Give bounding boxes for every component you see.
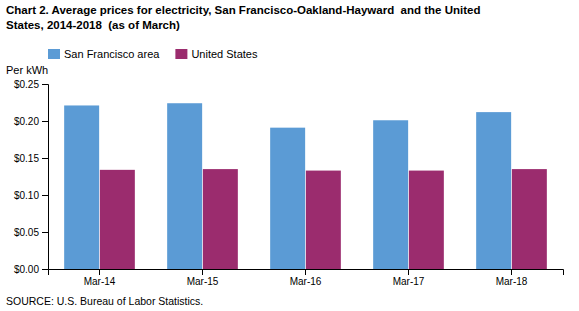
- legend-item: San Francisco area: [48, 48, 160, 60]
- bar-series: [100, 169, 547, 269]
- x-axis: Mar-14 Mar-15 Mar-16 Mar-17 Mar-18: [49, 269, 564, 287]
- tick-mark: [42, 121, 48, 122]
- axis-label: Per kWh: [6, 64, 48, 76]
- legend: San Francisco area United States: [48, 48, 258, 60]
- annotation: SOURCE: U.S. Bureau of Labor Statistics.: [6, 295, 203, 307]
- tick: $0.05: [14, 227, 48, 238]
- bar: [203, 169, 238, 269]
- bar: [476, 112, 511, 269]
- tick: $0.20: [14, 116, 48, 127]
- tick-mark: [42, 195, 48, 196]
- tick-label: $0.20: [14, 116, 39, 127]
- tick-label: Mar-18: [496, 276, 528, 287]
- legend-item: United States: [175, 48, 258, 60]
- tick-mark: [305, 269, 306, 275]
- bar: [512, 169, 547, 269]
- tick: $0.00: [14, 264, 48, 275]
- y-axis: $0.00 $0.05 $0.10 $0.15 $0.20 $0.25: [14, 79, 49, 275]
- legend-label: United States: [191, 48, 258, 60]
- plot: $0.00$0.05$0.10$0.15$0.20$0.25Mar-14Mar-…: [14, 79, 564, 287]
- bar: [270, 128, 305, 269]
- tick: Mar-16: [290, 269, 322, 287]
- axis-line: [49, 270, 564, 276]
- bars: [64, 103, 547, 269]
- bar: [409, 171, 444, 269]
- tick-label: $0.15: [14, 153, 39, 164]
- tick-label: $0.05: [14, 227, 39, 238]
- chart: Chart 2. Average prices for electricity,…: [0, 0, 579, 311]
- tick-mark: [42, 84, 48, 85]
- bar: [167, 103, 202, 269]
- title: Chart 2. Average prices for electricity,…: [6, 4, 480, 16]
- tick-mark: [511, 269, 512, 275]
- tick: Mar-14: [84, 269, 116, 287]
- tick-label: Mar-14: [84, 276, 116, 287]
- tick: Mar-15: [187, 269, 219, 287]
- tick-mark: [42, 269, 48, 270]
- legend-label: San Francisco area: [64, 48, 160, 60]
- bar: [64, 105, 99, 269]
- tick-mark: [99, 269, 100, 275]
- subtitle: States, 2014-2018 (as of March): [6, 19, 180, 31]
- tick: $0.25: [14, 79, 48, 90]
- tick-mark: [202, 269, 203, 275]
- tick: $0.15: [14, 153, 48, 164]
- bar: [306, 171, 341, 269]
- legend-swatch: [48, 49, 60, 59]
- tick: Mar-17: [393, 269, 425, 287]
- axis-line: [42, 85, 49, 270]
- tick: $0.10: [14, 190, 48, 201]
- tick-mark: [42, 158, 48, 159]
- tick-label: Mar-16: [290, 276, 322, 287]
- bar: [373, 120, 408, 269]
- tick-label: $0.25: [14, 79, 39, 90]
- bar: [100, 170, 135, 269]
- tick-label: Mar-15: [187, 276, 219, 287]
- tick-mark: [408, 269, 409, 275]
- tick-label: $0.00: [14, 264, 39, 275]
- tick-mark: [42, 232, 48, 233]
- legend-swatch: [175, 49, 187, 59]
- tick-label: Mar-17: [393, 276, 425, 287]
- tick-label: $0.10: [14, 190, 39, 201]
- tick: Mar-18: [496, 269, 528, 287]
- bar-series: [64, 103, 511, 269]
